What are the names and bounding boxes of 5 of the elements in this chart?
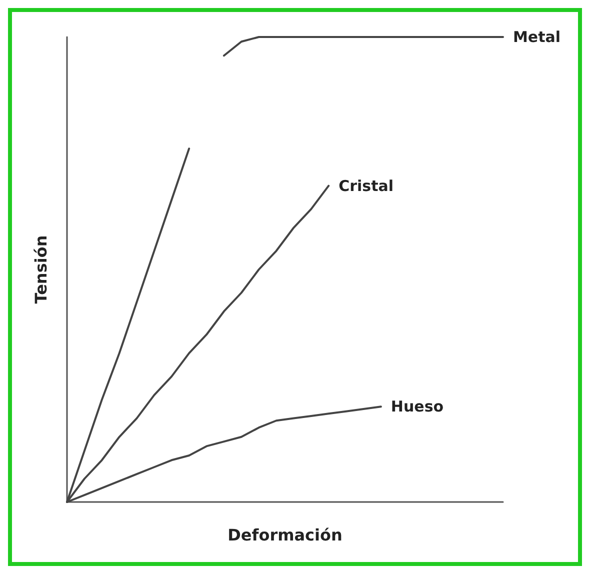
series-label: Hueso xyxy=(390,398,444,416)
series-label: Metal xyxy=(513,28,561,46)
x-axis-title: Deformación xyxy=(228,526,342,544)
series-label: Cristal xyxy=(338,176,394,195)
y-axis-title: Tensión xyxy=(32,235,50,304)
